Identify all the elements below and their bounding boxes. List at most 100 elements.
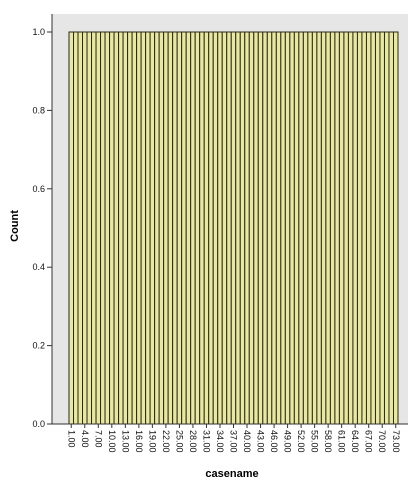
bar: [361, 31, 367, 425]
bar: [239, 31, 246, 425]
bar: [104, 31, 111, 425]
x-tick-label: 40.00: [242, 430, 252, 453]
bar: [302, 31, 309, 425]
bar: [316, 31, 322, 425]
bar: [280, 31, 286, 425]
bar: [136, 31, 142, 425]
bar: [262, 31, 268, 425]
bar: [149, 31, 156, 425]
y-tick-label: 0.6: [32, 184, 45, 194]
bar: [257, 31, 264, 425]
x-tick-label: 73.00: [391, 430, 401, 453]
x-axis-ticks: 1.00 4.00 7.00 10.00 13.00 16.00 19.00 22.00 25.…: [66, 424, 401, 453]
x-tick-label: 34.00: [215, 430, 225, 453]
x-tick-label: 64.00: [350, 430, 360, 453]
bar: [347, 31, 354, 425]
bar: [352, 31, 358, 425]
bar: [271, 31, 277, 425]
bar: [203, 31, 210, 425]
bar: [190, 31, 196, 425]
bar: [163, 31, 169, 425]
bar: [154, 31, 160, 425]
bar: [95, 31, 102, 425]
bar: [329, 31, 336, 425]
bar: [226, 31, 232, 425]
bar: [82, 31, 88, 425]
y-tick-label: 0.0: [32, 419, 45, 429]
x-tick-label: 4.00: [80, 430, 90, 448]
bar: [217, 31, 223, 425]
bar: [320, 31, 327, 425]
bar: [325, 31, 331, 425]
x-tick-label: 58.00: [323, 430, 333, 453]
x-tick-label: 13.00: [120, 430, 130, 453]
bar: [235, 31, 241, 425]
bar: [392, 31, 399, 425]
x-tick-label: 52.00: [296, 430, 306, 453]
bar: [343, 31, 349, 425]
x-tick-label: 1.00: [66, 430, 76, 448]
bar: [73, 31, 79, 425]
x-tick-label: 28.00: [188, 430, 198, 453]
bar: [275, 31, 282, 425]
x-tick-label: 49.00: [283, 430, 293, 453]
y-axis-title: Count: [9, 210, 21, 242]
x-tick-label: 70.00: [377, 430, 387, 453]
y-tick-label: 0.2: [32, 341, 45, 351]
bar: [208, 31, 214, 425]
bar: [383, 31, 390, 425]
bar: [244, 31, 250, 425]
x-tick-label: 37.00: [229, 430, 239, 453]
bar: [248, 31, 255, 425]
x-tick-label: 43.00: [256, 430, 266, 453]
bar: [298, 31, 304, 425]
x-tick-label: 67.00: [364, 430, 374, 453]
bar: [284, 31, 291, 425]
bar: [185, 31, 192, 425]
bar: [334, 31, 340, 425]
bar: [266, 31, 273, 425]
bar: [356, 31, 363, 425]
bar: [176, 31, 183, 425]
bar: [91, 31, 97, 425]
x-tick-label: 19.00: [147, 430, 157, 453]
x-tick-label: 46.00: [269, 430, 279, 453]
x-tick-label: 22.00: [161, 430, 171, 453]
bar: [388, 31, 394, 425]
x-tick-label: 31.00: [201, 430, 211, 453]
bar: [374, 31, 381, 425]
bar: [131, 31, 138, 425]
bar: [221, 31, 228, 425]
bar: [338, 31, 345, 425]
bar: [100, 31, 106, 425]
x-tick-label: 61.00: [337, 430, 347, 453]
x-axis-title: casename: [205, 468, 258, 480]
x-tick-label: 7.00: [93, 430, 103, 448]
bar: [253, 31, 259, 425]
y-axis-ticks: 0.0 0.2 0.4 0.6 0.8 1.0: [32, 27, 52, 429]
y-tick-label: 0.4: [32, 262, 45, 272]
bar: [145, 31, 151, 425]
bars-layer: [68, 31, 399, 425]
y-tick-label: 0.8: [32, 105, 45, 115]
bar: [311, 31, 318, 425]
bar: [127, 31, 133, 425]
bar: [194, 31, 201, 425]
bar: [365, 31, 372, 425]
x-tick-label: 10.00: [107, 430, 117, 453]
bar: [109, 31, 115, 425]
bar: [199, 31, 205, 425]
bar: [172, 31, 178, 425]
x-tick-label: 25.00: [174, 430, 184, 453]
y-tick-label: 1.0: [32, 27, 45, 37]
bar: [113, 31, 120, 425]
bar: [230, 31, 237, 425]
bar: [122, 31, 129, 425]
bar: [77, 31, 84, 425]
bar: [140, 31, 147, 425]
bar: [212, 31, 219, 425]
bar: [68, 31, 75, 425]
x-tick-label: 55.00: [310, 430, 320, 453]
bar: [86, 31, 93, 425]
bar: [289, 31, 295, 425]
